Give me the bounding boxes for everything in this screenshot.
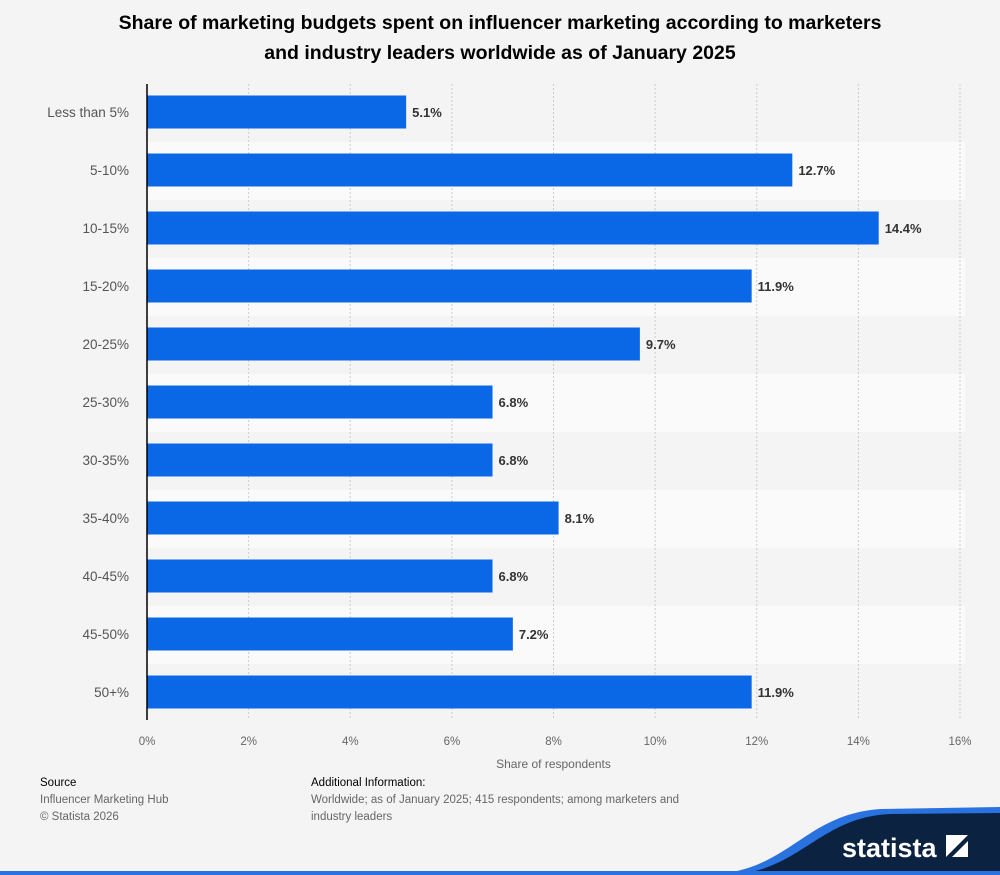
data-label: 6.8% [499, 453, 529, 468]
category-label: 15-20% [82, 279, 129, 294]
category-label: 35-40% [82, 511, 129, 526]
category-label: 50+% [94, 685, 129, 700]
info-heading: Additional Information: [311, 777, 426, 789]
bar [147, 269, 752, 303]
bar [147, 617, 513, 651]
data-label: 12.7% [798, 163, 835, 178]
x-tick-label: 2% [240, 736, 257, 748]
category-label: 5-10% [90, 163, 129, 178]
bar [147, 385, 493, 419]
source-name[interactable]: Influencer Marketing Hub [40, 794, 169, 806]
source-block: Source Influencer Marketing Hub © Statis… [40, 775, 280, 826]
data-label: 6.8% [499, 569, 529, 584]
category-label: 10-15% [82, 221, 129, 236]
category-label: 40-45% [82, 569, 129, 584]
data-label: 7.2% [519, 627, 549, 642]
data-label: 9.7% [646, 337, 676, 352]
data-label: 14.4% [885, 221, 922, 236]
data-label: 5.1% [412, 105, 442, 120]
bar [147, 443, 493, 477]
source-heading: Source [40, 777, 77, 789]
category-label: Less than 5% [47, 105, 129, 120]
bar [147, 211, 879, 245]
x-tick-label: 4% [342, 736, 359, 748]
bar [147, 675, 752, 709]
category-label: 45-50% [82, 627, 129, 642]
bar [147, 501, 559, 535]
copyright: © Statista 2026 [40, 811, 119, 823]
category-label: 25-30% [82, 395, 129, 410]
category-label: 20-25% [82, 337, 129, 352]
bar [147, 327, 640, 361]
category-label: 30-35% [82, 453, 129, 468]
x-tick-label: 10% [644, 736, 667, 748]
info-text: Worldwide; as of January 2025; 415 respo… [311, 794, 679, 823]
data-label: 6.8% [499, 395, 529, 410]
logo-text: statista [842, 833, 938, 863]
x-axis-title: Share of respondents [496, 757, 611, 771]
x-tick-label: 0% [139, 736, 156, 748]
data-label: 11.9% [758, 685, 795, 700]
x-tick-label: 8% [545, 736, 562, 748]
x-tick-label: 12% [745, 736, 768, 748]
bar [147, 153, 793, 187]
chart-title: Share of marketing budgets spent on infl… [118, 12, 882, 64]
x-tick-label: 6% [444, 736, 461, 748]
bar [147, 559, 493, 593]
data-label: 11.9% [758, 279, 795, 294]
data-label: 8.1% [565, 511, 595, 526]
bar-chart: 0% 2% 4% 6% 8% 10% 12% 14% 16% Less than 5% 5.1% 5-… [47, 84, 972, 771]
statista-logo-banner[interactable]: statista [0, 805, 1000, 875]
bar [147, 95, 407, 129]
x-tick-label: 14% [847, 736, 870, 748]
x-tick-label: 16% [948, 736, 971, 748]
additional-info-block: Additional Information: Worldwide; as of… [311, 775, 711, 826]
